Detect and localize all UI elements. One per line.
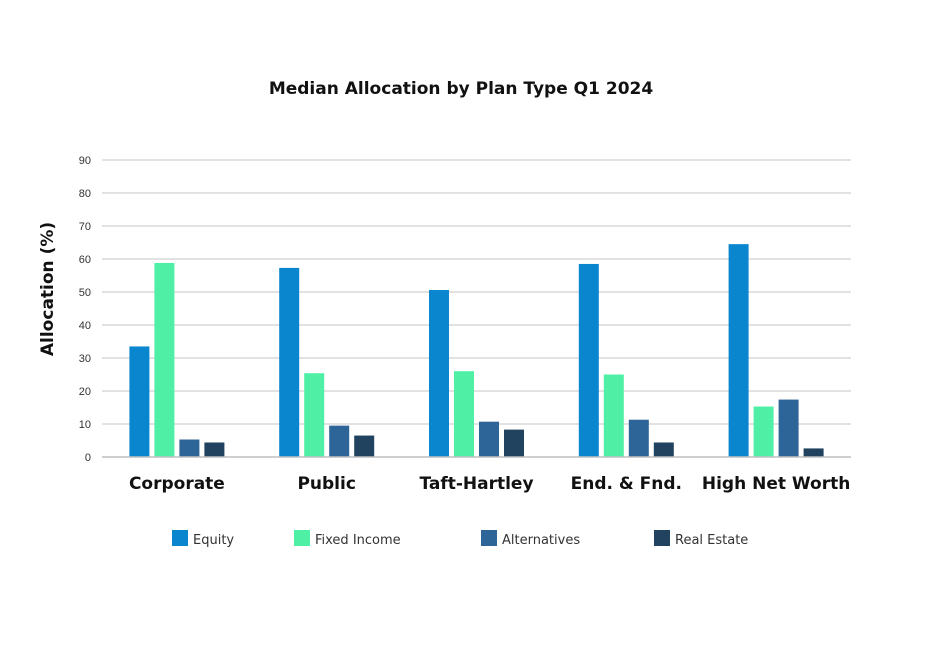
bar-alternatives [479, 421, 499, 457]
legend-swatch [172, 530, 188, 546]
y-tick-label: 20 [79, 386, 91, 398]
legend-swatch [481, 530, 497, 546]
bar-equity [429, 290, 449, 457]
y-tick-label: 50 [79, 287, 91, 299]
y-tick-label: 80 [79, 188, 91, 200]
bar-alternatives [778, 399, 799, 457]
x-tick-label: Corporate [129, 474, 225, 494]
legend-label: Equity [193, 533, 234, 548]
chart-title: Median Allocation by Plan Type Q1 2024 [269, 79, 654, 99]
bar-fixed-income [603, 374, 624, 457]
bar-equity [578, 263, 599, 457]
bar-equity [129, 346, 150, 457]
bar-real-estate [354, 435, 375, 457]
y-tick-label: 60 [79, 254, 91, 266]
bar-alternatives [179, 439, 200, 457]
y-tick-label: 90 [79, 155, 91, 167]
bar-real-estate [803, 448, 824, 457]
gridlines [102, 159, 851, 425]
x-tick-label: End. & Fnd. [571, 474, 682, 494]
bar-fixed-income [454, 371, 474, 457]
bars [129, 244, 824, 457]
y-tick-label: 70 [79, 221, 91, 233]
bar-alternatives [329, 425, 350, 457]
legend-swatch [294, 530, 310, 546]
y-tick-label: 10 [79, 419, 91, 431]
legend: Equity Fixed Income Alternatives Real Estat… [172, 530, 748, 548]
legend-label: Real Estate [675, 533, 748, 548]
bar-real-estate [504, 429, 524, 457]
bar-fixed-income [154, 262, 175, 457]
y-tick-label: 40 [79, 320, 91, 332]
bar-equity [728, 244, 749, 457]
bar-fixed-income [753, 406, 774, 457]
bar-real-estate [204, 442, 225, 457]
x-tick-label: Taft-Hartley [419, 474, 533, 494]
bar-equity [279, 267, 300, 457]
x-tick-label: High Net Worth [702, 474, 850, 494]
y-tick-label: 0 [85, 452, 91, 464]
legend-label: Alternatives [502, 533, 580, 548]
legend-swatch [654, 530, 670, 546]
bar-fixed-income [304, 373, 325, 457]
bar-real-estate [653, 442, 674, 457]
x-tick-label: Public [297, 474, 355, 494]
legend-label: Fixed Income [315, 533, 401, 548]
bar-alternatives [628, 419, 649, 457]
y-axis-ticks: 0 10 20 30 40 50 60 70 80 90 [79, 155, 91, 464]
y-tick-label: 30 [79, 353, 91, 365]
y-axis-label: Allocation (%) [38, 222, 58, 356]
x-axis-ticks: Corporate Public Taft-Hartley End. & Fnd. Hi… [129, 474, 850, 494]
